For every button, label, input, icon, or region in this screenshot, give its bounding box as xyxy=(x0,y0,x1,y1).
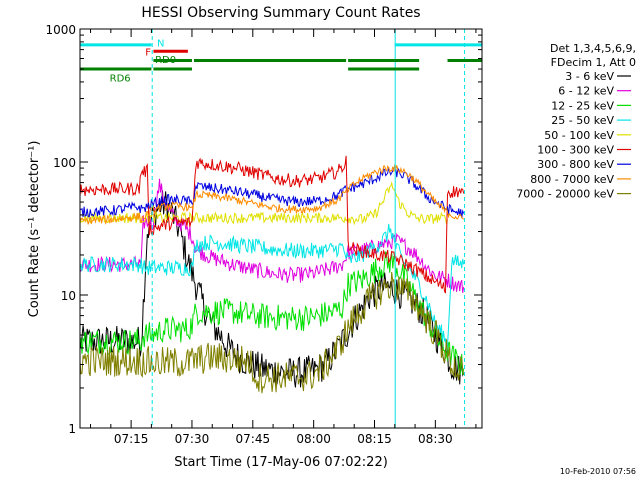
y-tick-label-1: 10 xyxy=(61,289,76,303)
plot-area: NF RD0 RD6 07:15 07:30 07:45 08:00 08:15 08:30 1 1… xyxy=(45,23,483,446)
legend-label-1: 6 - 12 keV xyxy=(558,85,614,98)
legend-label-0: 3 - 6 keV xyxy=(565,70,614,83)
series-line-6 xyxy=(79,164,465,219)
x-tick-label-2: 07:45 xyxy=(236,432,271,446)
legend-label-6: 300 - 800 keV xyxy=(537,158,614,171)
series-line-4 xyxy=(79,181,448,226)
legend-label-3: 25 - 50 keV xyxy=(551,114,614,127)
series-line-8 xyxy=(79,271,465,394)
flag-label-rd0: RD0 xyxy=(155,55,176,66)
series-line-1 xyxy=(79,178,465,293)
plot-frame xyxy=(79,28,483,429)
y-axis-label: Count Rate (s⁻¹ detector⁻¹) xyxy=(27,141,42,318)
timestamp: 10-Feb-2010 07:56 xyxy=(560,467,636,476)
series-line-0 xyxy=(79,190,465,388)
legend-label-2: 12 - 25 keV xyxy=(551,99,614,112)
series-line-3 xyxy=(79,223,465,352)
x-tick-label-5: 08:30 xyxy=(418,432,453,446)
x-tick-label-1: 07:30 xyxy=(175,432,210,446)
y-tick-label-3: 1000 xyxy=(45,23,76,37)
x-tick-label-4: 08:15 xyxy=(357,432,392,446)
legend-label-5: 100 - 300 keV xyxy=(537,144,614,157)
x-axis-label: Start Time (17-May-06 07:02:22) xyxy=(174,455,388,470)
legend-label-8: 7000 - 20000 keV xyxy=(516,188,614,201)
legend-header-2: FDecim 1, Att 0 xyxy=(551,56,636,69)
series-line-2 xyxy=(79,251,465,376)
flag-label-f: F xyxy=(145,47,151,58)
x-tick-label-0: 07:15 xyxy=(114,432,149,446)
legend-label-7: 800 - 7000 keV xyxy=(530,173,614,186)
y-tick-label-2: 100 xyxy=(53,156,76,170)
x-tick-label-3: 08:00 xyxy=(296,432,331,446)
legend-label-4: 50 - 100 keV xyxy=(544,129,614,142)
legend-header-1: Det 1,3,4,5,6,9, xyxy=(550,42,636,55)
y-tick-label-0: 1 xyxy=(68,422,76,436)
flag-label-n: N xyxy=(157,39,164,50)
series-line-5 xyxy=(79,155,465,294)
series-line-7 xyxy=(79,164,465,225)
chart-title: HESSI Observing Summary Count Rates xyxy=(141,5,420,21)
flag-label-rd6: RD6 xyxy=(110,74,131,85)
